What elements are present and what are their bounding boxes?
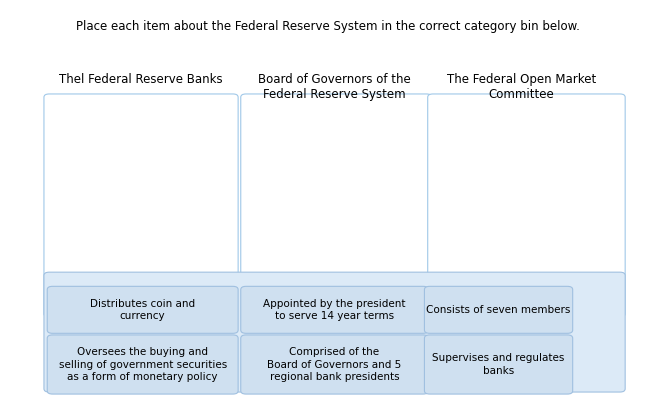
FancyBboxPatch shape (428, 94, 625, 317)
FancyBboxPatch shape (44, 94, 238, 317)
Text: Oversees the buying and
selling of government securities
as a form of monetary p: Oversees the buying and selling of gover… (58, 347, 227, 382)
FancyBboxPatch shape (241, 335, 428, 394)
Text: Consists of seven members: Consists of seven members (426, 305, 571, 315)
FancyBboxPatch shape (241, 94, 432, 317)
Text: Supervises and regulates
banks: Supervises and regulates banks (432, 353, 565, 376)
FancyBboxPatch shape (424, 335, 573, 394)
Text: Thel Federal Reserve Banks: Thel Federal Reserve Banks (59, 73, 223, 86)
Text: Place each item about the Federal Reserve System in the correct category bin bel: Place each item about the Federal Reserv… (76, 20, 580, 33)
FancyBboxPatch shape (47, 286, 238, 333)
Text: The Federal Open Market
Committee: The Federal Open Market Committee (447, 73, 596, 101)
Text: Appointed by the president
to serve 14 year terms: Appointed by the president to serve 14 y… (263, 298, 406, 321)
Text: Comprised of the
Board of Governors and 5
regional bank presidents: Comprised of the Board of Governors and … (268, 347, 401, 382)
FancyBboxPatch shape (424, 286, 573, 333)
Text: Distributes coin and
currency: Distributes coin and currency (90, 298, 195, 321)
FancyBboxPatch shape (47, 335, 238, 394)
FancyBboxPatch shape (241, 286, 428, 333)
Text: Board of Governors of the
Federal Reserve System: Board of Governors of the Federal Reserv… (258, 73, 411, 101)
FancyBboxPatch shape (44, 272, 625, 392)
